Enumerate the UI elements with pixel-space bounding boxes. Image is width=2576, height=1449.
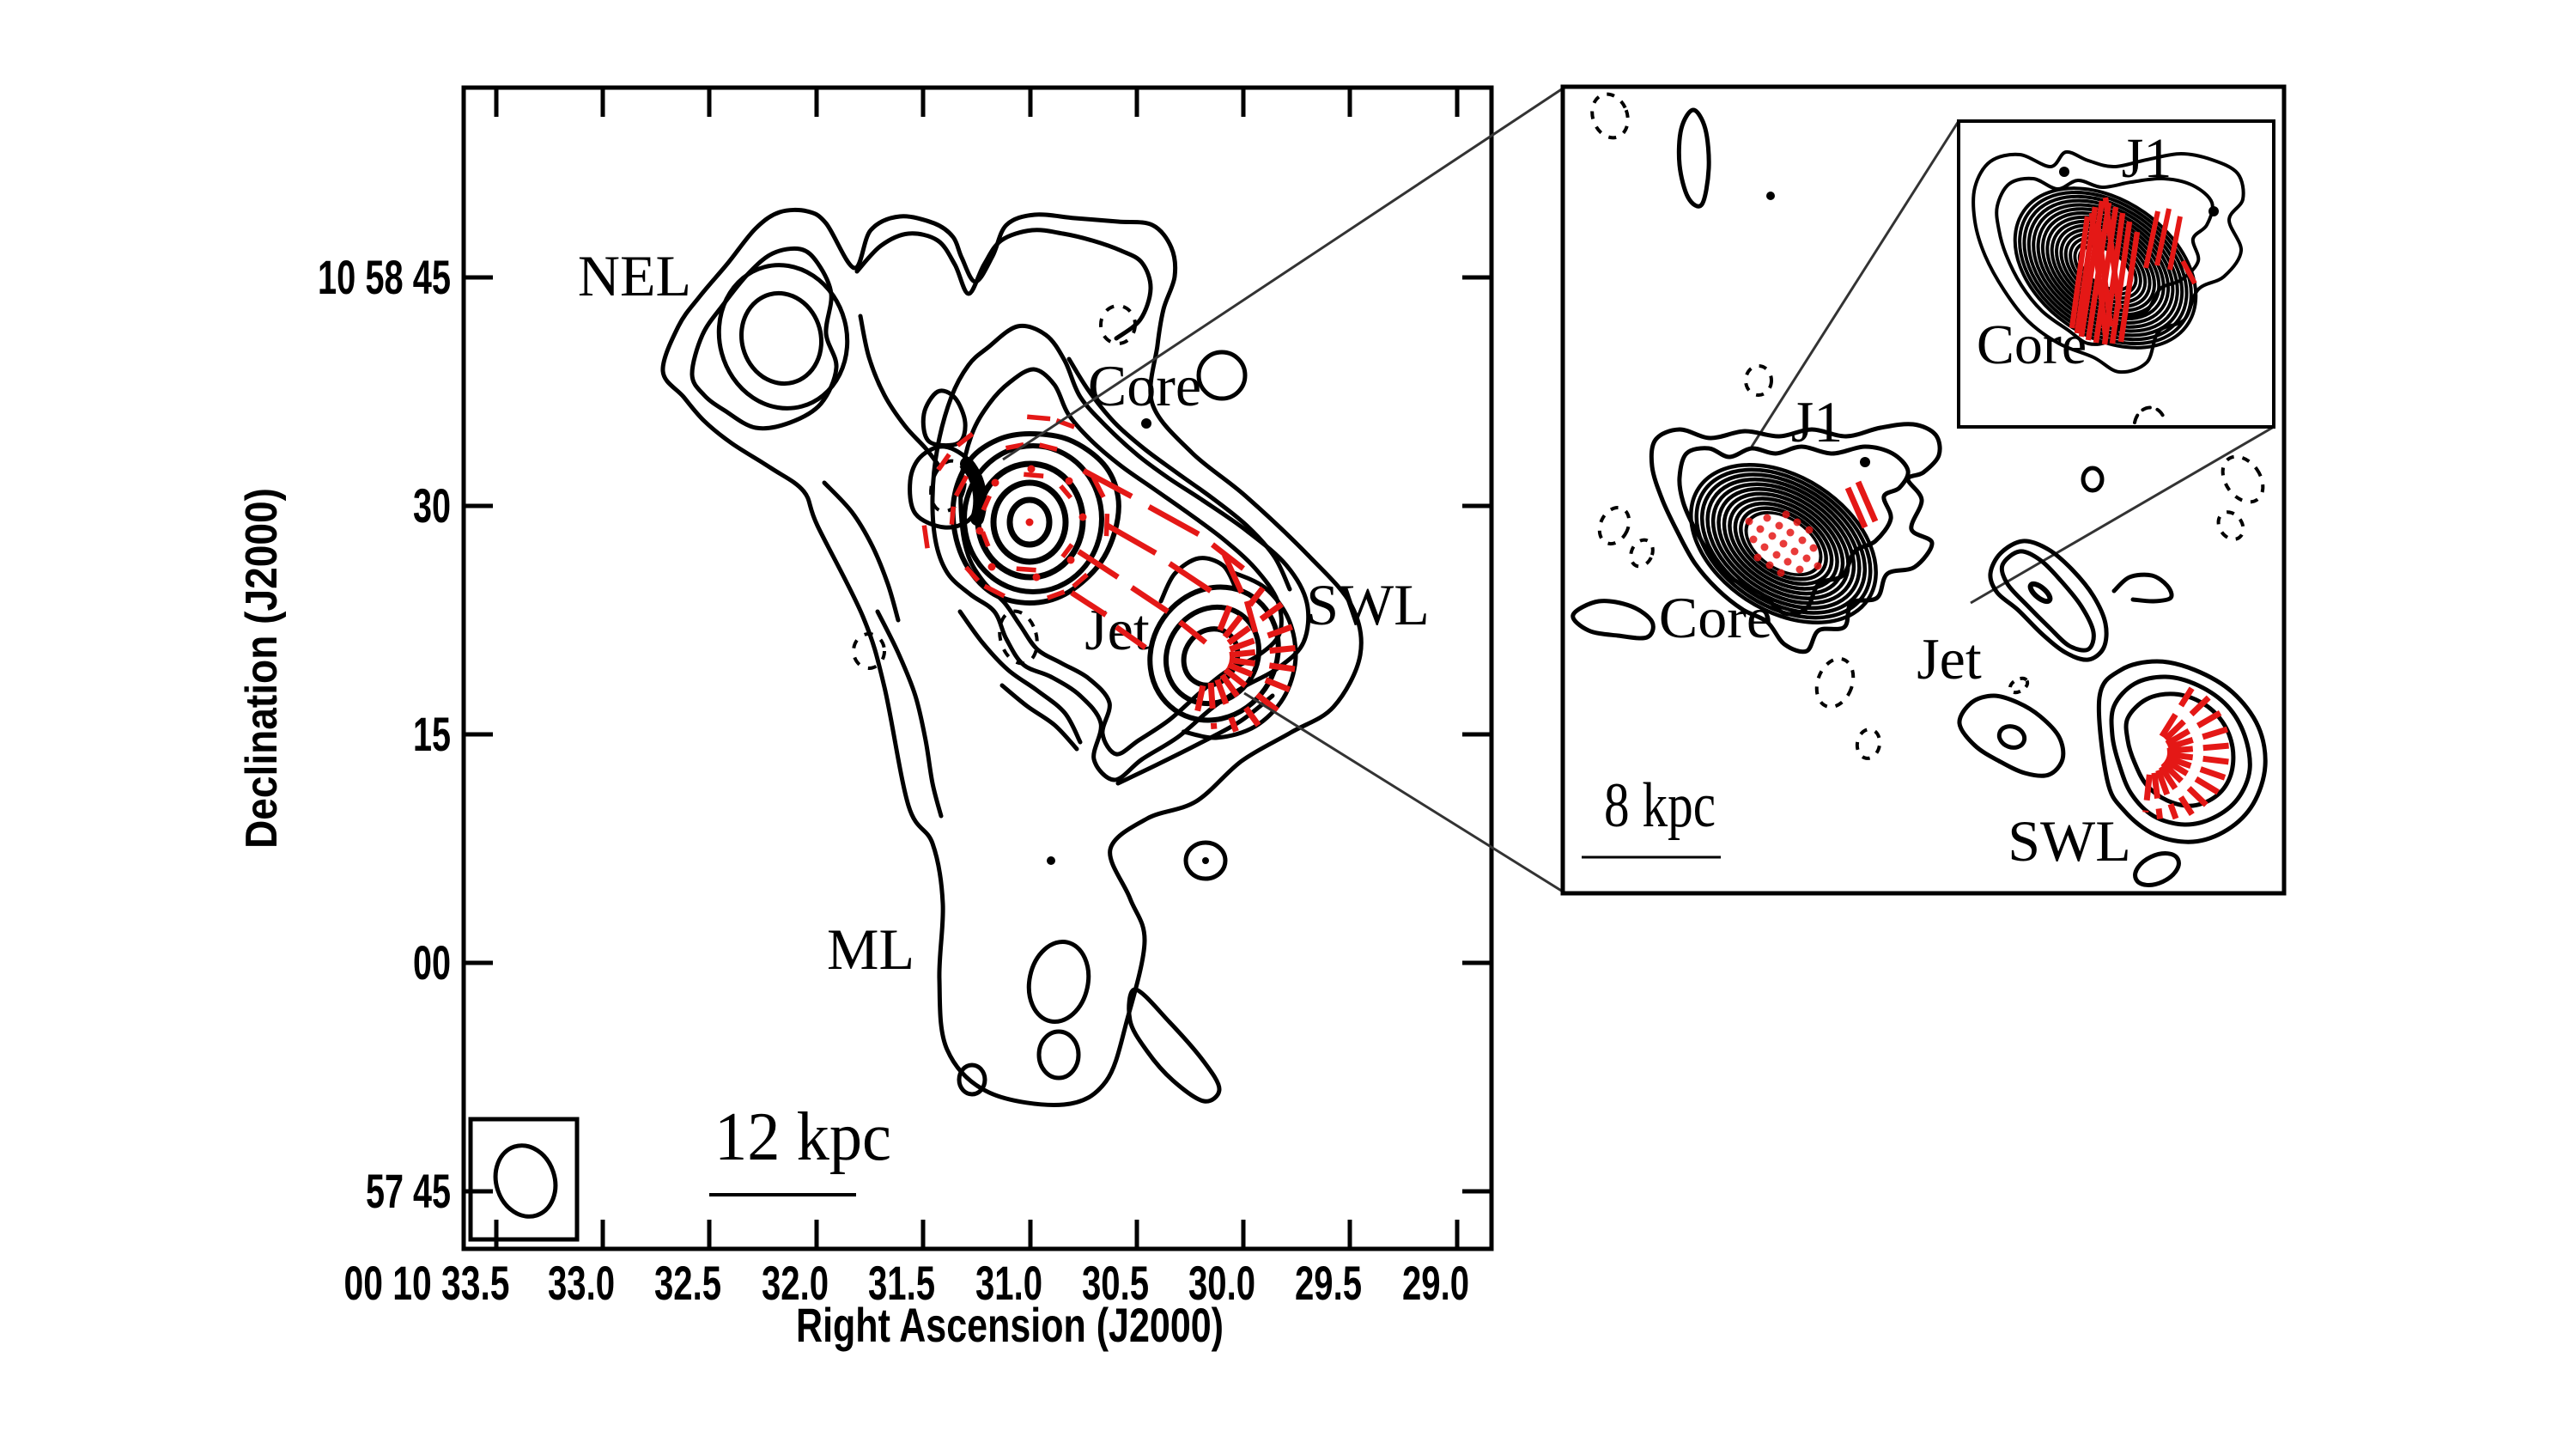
svg-text:30.5: 30.5 (1082, 1256, 1149, 1310)
svg-text:Declination (J2000): Declination (J2000) (237, 488, 287, 849)
svg-text:8 kpc: 8 kpc (1604, 770, 1716, 841)
svg-text:30: 30 (413, 478, 451, 533)
svg-text:29.5: 29.5 (1295, 1256, 1362, 1310)
svg-text:32.5: 32.5 (654, 1256, 721, 1310)
svg-text:Core: Core (1088, 353, 1201, 418)
svg-text:SWL: SWL (2008, 808, 2131, 874)
svg-text:12 kpc: 12 kpc (714, 1099, 891, 1175)
svg-text:Core: Core (1977, 314, 2087, 376)
svg-text:57 45: 57 45 (366, 1164, 451, 1218)
svg-text:J1: J1 (2122, 127, 2172, 190)
svg-text:J1: J1 (1791, 389, 1843, 454)
svg-text:10 58 45: 10 58 45 (318, 250, 451, 304)
svg-text:33.0: 33.0 (548, 1256, 615, 1310)
svg-text:SWL: SWL (1306, 572, 1430, 637)
svg-text:Core: Core (1659, 585, 1772, 650)
svg-text:29.0: 29.0 (1402, 1256, 1469, 1310)
svg-text:00: 00 (413, 935, 451, 989)
svg-text:00 10 33.5: 00 10 33.5 (344, 1256, 510, 1310)
svg-text:31.0: 31.0 (975, 1256, 1042, 1310)
svg-text:Right Ascension (J2000): Right Ascension (J2000) (796, 1298, 1224, 1352)
svg-text:ML: ML (827, 916, 914, 982)
svg-text:Jet: Jet (1917, 626, 1982, 691)
svg-text:NEL: NEL (578, 243, 691, 308)
svg-text:31.5: 31.5 (868, 1256, 935, 1310)
svg-text:30.0: 30.0 (1188, 1256, 1255, 1310)
svg-text:15: 15 (413, 707, 451, 761)
svg-text:32.0: 32.0 (762, 1256, 829, 1310)
